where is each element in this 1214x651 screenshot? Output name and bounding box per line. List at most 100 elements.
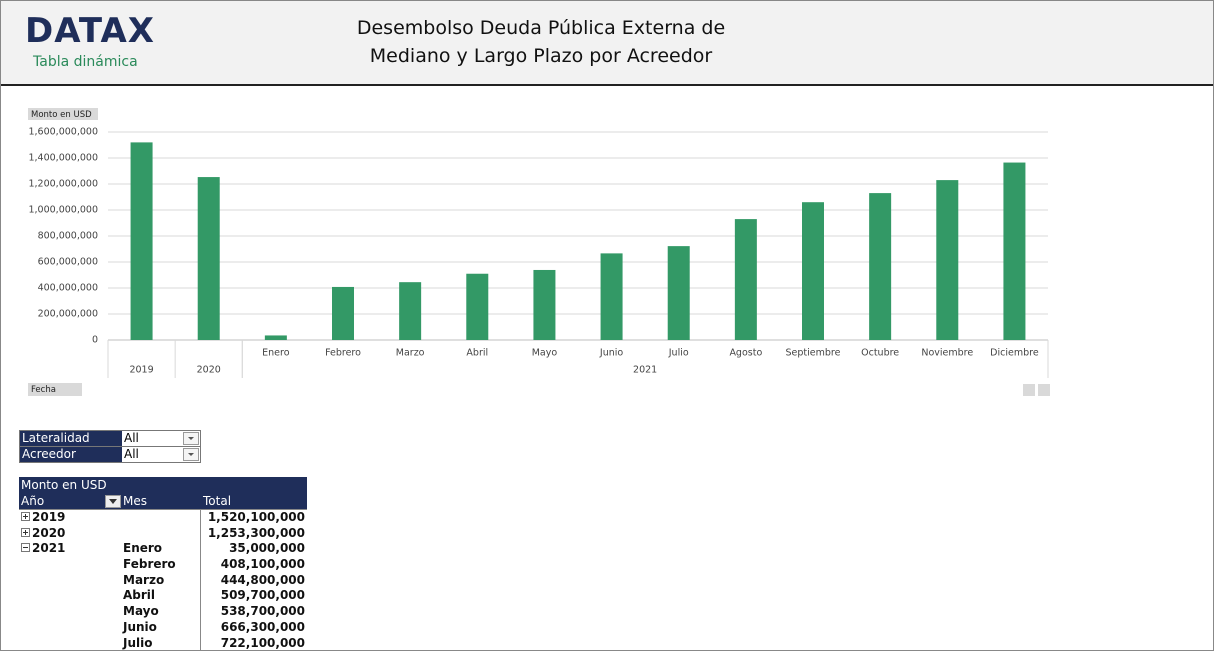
year-cell: 2019 <box>21 510 65 526</box>
table-row: 2021 Enero 35,000,000 <box>19 541 307 557</box>
table-row: Marzo 444,800,000 <box>19 573 307 589</box>
dropdown[interactable] <box>183 432 199 445</box>
table-row: 2020 1,253,300,000 <box>19 526 307 542</box>
x-tick-label: Octubre <box>861 348 899 359</box>
field-button[interactable] <box>28 383 82 396</box>
bar <box>1003 162 1026 340</box>
x-tick-label: Diciembre <box>990 348 1039 359</box>
table-title-row: Monto en USD <box>19 477 307 493</box>
x-group-label: 2019 <box>129 365 153 376</box>
y-tick-label: 800,000,000 <box>38 231 98 242</box>
column-header: Total <box>203 494 232 508</box>
x-tick-label: Enero <box>262 348 290 359</box>
month: Abril <box>123 588 156 603</box>
title: Mediano y Largo Plazo por Acreedor <box>369 45 713 67</box>
x-tick-label: Noviembre <box>921 348 973 359</box>
dropdown[interactable] <box>183 448 199 461</box>
filter-value: All <box>124 447 139 461</box>
column-header: Mes <box>123 494 147 508</box>
column-divider <box>200 477 201 650</box>
y-tick-label: 1,000,000,000 <box>28 205 98 216</box>
month: Marzo <box>123 572 165 587</box>
logo-subtitle: Tabla dinámica <box>33 54 138 70</box>
month: Mayo <box>123 604 159 619</box>
year-cell: 2020 <box>21 526 65 542</box>
year: 2021 <box>32 541 66 556</box>
expand-icon[interactable] <box>21 512 30 521</box>
bar <box>667 246 690 340</box>
month: Junio <box>123 619 157 634</box>
table-header-row: Año Mes Total <box>19 493 307 510</box>
x-tick-label: Junio <box>599 348 623 359</box>
y-label-box <box>28 108 98 120</box>
bar <box>802 202 824 340</box>
year-cell: 2021 <box>21 541 65 557</box>
table-row: Mayo 538,700,000 <box>19 604 307 620</box>
total: 35,000,000 <box>229 541 305 556</box>
x-tick-label: Agosto <box>729 348 762 359</box>
filter-label: Lateralidad <box>20 431 122 446</box>
bar <box>332 286 354 340</box>
filter-label: Acreedor <box>20 447 122 462</box>
y-axis-label: Monto en USD <box>31 110 92 120</box>
y-tick-label: 200,000,000 <box>38 309 98 320</box>
filter-row: Acreedor All <box>19 446 201 463</box>
x-tick-label: Mayo <box>532 348 558 359</box>
bar <box>533 269 556 340</box>
x-tick-label: Febrero <box>325 348 361 359</box>
total: 444,800,000 <box>220 572 305 587</box>
expand-icon[interactable] <box>21 527 30 537</box>
x-tick-label: Abril <box>466 348 488 359</box>
bar <box>197 177 220 340</box>
x-tick-label: Julio <box>668 348 689 359</box>
total: 538,700,000 <box>220 604 305 619</box>
y-tick-label: 600,000,000 <box>38 257 98 268</box>
table-row: Julio 722,100,000 <box>19 636 307 651</box>
bar <box>466 273 489 340</box>
collapse-button[interactable] <box>1038 384 1050 396</box>
total: 1,253,300,000 <box>207 525 305 540</box>
y-tick-label: 1,200,000,000 <box>28 179 98 190</box>
total: 722,100,000 <box>220 635 305 650</box>
month: Febrero <box>123 557 176 572</box>
field-button-label[interactable]: Fecha <box>31 385 56 395</box>
month: Enero <box>123 541 163 556</box>
year: 2019 <box>32 510 66 524</box>
bar <box>600 253 623 340</box>
table-row: Abril 509,700,000 <box>19 588 307 604</box>
filter-row: Lateralidad All <box>19 430 201 447</box>
x-tick-label: Marzo <box>396 348 425 359</box>
total: 408,100,000 <box>220 557 305 572</box>
total: 666,300,000 <box>220 619 305 634</box>
y-tick-label: 1,400,000,000 <box>28 153 98 164</box>
table-title: Monto en USD <box>21 478 107 492</box>
bar <box>399 282 422 340</box>
year: 2020 <box>32 525 66 540</box>
expand-icon[interactable] <box>21 543 30 553</box>
column-header: Año <box>21 494 45 508</box>
chart: Monto en USD Fecha 0 200,000,000 400,000,0… <box>28 108 1050 396</box>
bar <box>734 219 757 340</box>
title: Desembolso Deuda Pública Externa de <box>356 17 726 39</box>
y-tick-label: 1,600,000,000 <box>28 127 98 138</box>
bar <box>869 193 892 340</box>
x-group-label: 2021 <box>633 365 657 376</box>
table-row: 2019 1,520,100,000 <box>19 510 307 526</box>
filter-button[interactable] <box>105 495 121 508</box>
expand-button[interactable] <box>1023 384 1035 396</box>
table-row: Febrero 408,100,000 <box>19 557 307 573</box>
header: DATAX Tabla dinámica Desembolso Deuda Pú… <box>1 1 1213 86</box>
logo: DATAX <box>25 11 155 51</box>
table-body: 2019 1,520,100,000 2020 1,253,300,000 2021 En… <box>19 510 307 651</box>
filter-value: All <box>124 431 139 445</box>
table-row: Junio 666,300,000 <box>19 620 307 636</box>
x-group-label: 2020 <box>197 365 221 376</box>
total: 509,700,000 <box>220 588 305 603</box>
total: 1,520,100,000 <box>207 510 305 524</box>
bar <box>130 142 153 340</box>
y-tick-label: 0 <box>92 335 98 346</box>
y-tick-label: 400,000,000 <box>38 283 98 294</box>
month: Julio <box>123 635 153 650</box>
bar <box>264 335 287 340</box>
